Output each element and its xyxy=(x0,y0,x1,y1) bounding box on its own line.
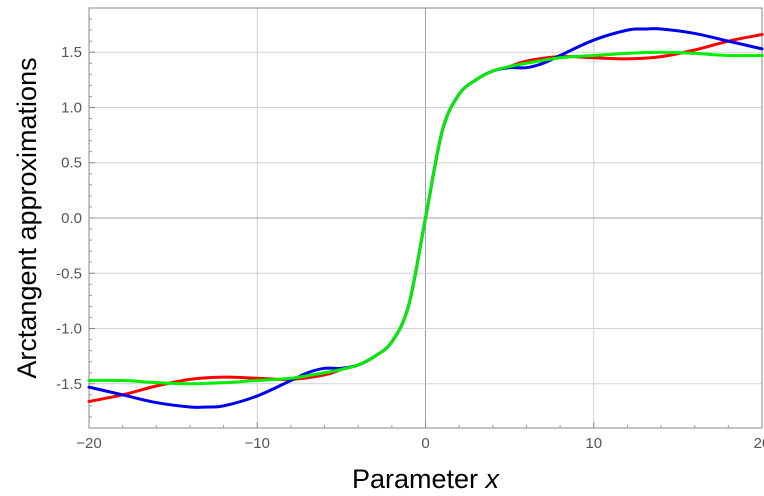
x-tick-label: 0 xyxy=(421,435,429,452)
y-tick-label: -1.5 xyxy=(56,376,82,393)
y-tick-label: 1.5 xyxy=(61,44,82,61)
x-axis-title-text: Parameter xyxy=(352,464,478,494)
series-line-3 xyxy=(87,50,764,386)
x-tick-label: −20 xyxy=(76,435,101,452)
tick-labels: −20 −10 0 10 20 -1.5 -1.0 -0.5 0.0 0.5 1.0 1.5 xyxy=(56,44,764,452)
x-axis-title: Parameter x xyxy=(352,464,501,494)
x-tick-label: 20 xyxy=(754,435,764,452)
y-axis-title: Arctangent approximations xyxy=(12,57,42,378)
x-tick-label: −10 xyxy=(245,435,270,452)
series-lines xyxy=(87,27,764,409)
y-tick-label: 0.0 xyxy=(61,210,82,227)
ticks xyxy=(88,18,763,428)
y-tick-label: 1.0 xyxy=(61,99,82,116)
y-tick-label: 0.5 xyxy=(61,155,82,172)
x-axis-variable: x xyxy=(484,464,501,494)
x-tick-label: 10 xyxy=(585,435,602,452)
y-tick-label: -0.5 xyxy=(56,265,82,282)
y-tick-label: -1.0 xyxy=(56,321,82,338)
